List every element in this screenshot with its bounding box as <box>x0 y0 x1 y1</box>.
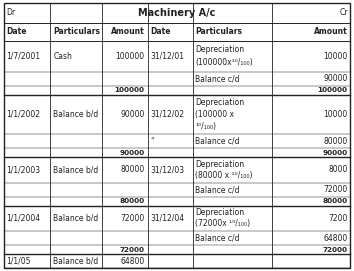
Text: 90000: 90000 <box>322 150 348 156</box>
Text: 64800: 64800 <box>323 234 348 243</box>
Text: Balance c/d: Balance c/d <box>195 185 240 194</box>
Text: 1/1/2003: 1/1/2003 <box>6 165 40 175</box>
Text: 10000: 10000 <box>323 51 348 61</box>
Text: Machinery A/c: Machinery A/c <box>138 8 216 18</box>
Text: Balance c/d: Balance c/d <box>195 234 240 243</box>
Text: Depreciation: Depreciation <box>195 208 245 217</box>
Text: 90000: 90000 <box>120 110 145 119</box>
Text: Amount: Amount <box>314 27 348 36</box>
Text: 72000: 72000 <box>120 214 145 223</box>
Text: Cash: Cash <box>53 51 72 61</box>
Text: 80000: 80000 <box>120 198 145 204</box>
Text: 72000: 72000 <box>120 247 145 253</box>
Text: Depreciation: Depreciation <box>195 45 245 54</box>
Text: 80000: 80000 <box>120 165 145 175</box>
Text: 80000: 80000 <box>323 137 348 146</box>
Text: 1/7/2001: 1/7/2001 <box>6 51 40 61</box>
Text: (80000 x ¹⁰/₁₀₀): (80000 x ¹⁰/₁₀₀) <box>195 171 253 180</box>
Text: Date: Date <box>150 27 171 36</box>
Text: 31/12/01: 31/12/01 <box>150 51 184 61</box>
Text: ¹⁰/₁₀₀): ¹⁰/₁₀₀) <box>195 122 216 131</box>
Text: 80000: 80000 <box>322 198 348 204</box>
Text: 31/12/03: 31/12/03 <box>150 165 184 175</box>
Text: 100000: 100000 <box>318 87 348 93</box>
Text: 90000: 90000 <box>120 150 145 156</box>
Text: Balance b/d: Balance b/d <box>53 214 98 223</box>
Text: Cr: Cr <box>339 8 348 17</box>
Text: Particulars: Particulars <box>195 27 242 36</box>
Text: Depreciation: Depreciation <box>195 98 245 107</box>
Text: 1/1/2002: 1/1/2002 <box>6 110 40 119</box>
Text: 72000: 72000 <box>322 247 348 253</box>
Text: Particulars: Particulars <box>53 27 100 36</box>
Text: 90000: 90000 <box>323 74 348 83</box>
Text: Amount: Amount <box>111 27 145 36</box>
Text: (100000 x: (100000 x <box>195 110 234 119</box>
Text: 31/12/04: 31/12/04 <box>150 214 184 223</box>
Text: Balance b/d: Balance b/d <box>53 165 98 175</box>
Text: (72000x ¹⁰/₁₀₀): (72000x ¹⁰/₁₀₀) <box>195 220 251 228</box>
Text: 72000: 72000 <box>323 185 348 194</box>
Text: Balance b/d: Balance b/d <box>53 257 98 266</box>
Text: Balance b/d: Balance b/d <box>53 110 98 119</box>
Text: 7200: 7200 <box>328 214 348 223</box>
Text: 8000: 8000 <box>328 165 348 175</box>
Text: 1/1/05: 1/1/05 <box>6 257 31 266</box>
Text: 10000: 10000 <box>323 110 348 119</box>
Text: 100000: 100000 <box>115 87 145 93</box>
Text: Date: Date <box>6 27 27 36</box>
Text: 100000: 100000 <box>115 51 145 61</box>
Text: Balance c/d: Balance c/d <box>195 137 240 146</box>
Text: 64800: 64800 <box>120 257 145 266</box>
Text: 1/1/2004: 1/1/2004 <box>6 214 40 223</box>
Text: Depreciation: Depreciation <box>195 160 245 169</box>
Text: Dr: Dr <box>6 8 16 17</box>
Text: 31/12/02: 31/12/02 <box>150 110 184 119</box>
Text: “: “ <box>150 137 154 146</box>
Text: (100000x¹⁰/₁₀₀): (100000x¹⁰/₁₀₀) <box>195 58 253 67</box>
Text: Balance c/d: Balance c/d <box>195 74 240 83</box>
